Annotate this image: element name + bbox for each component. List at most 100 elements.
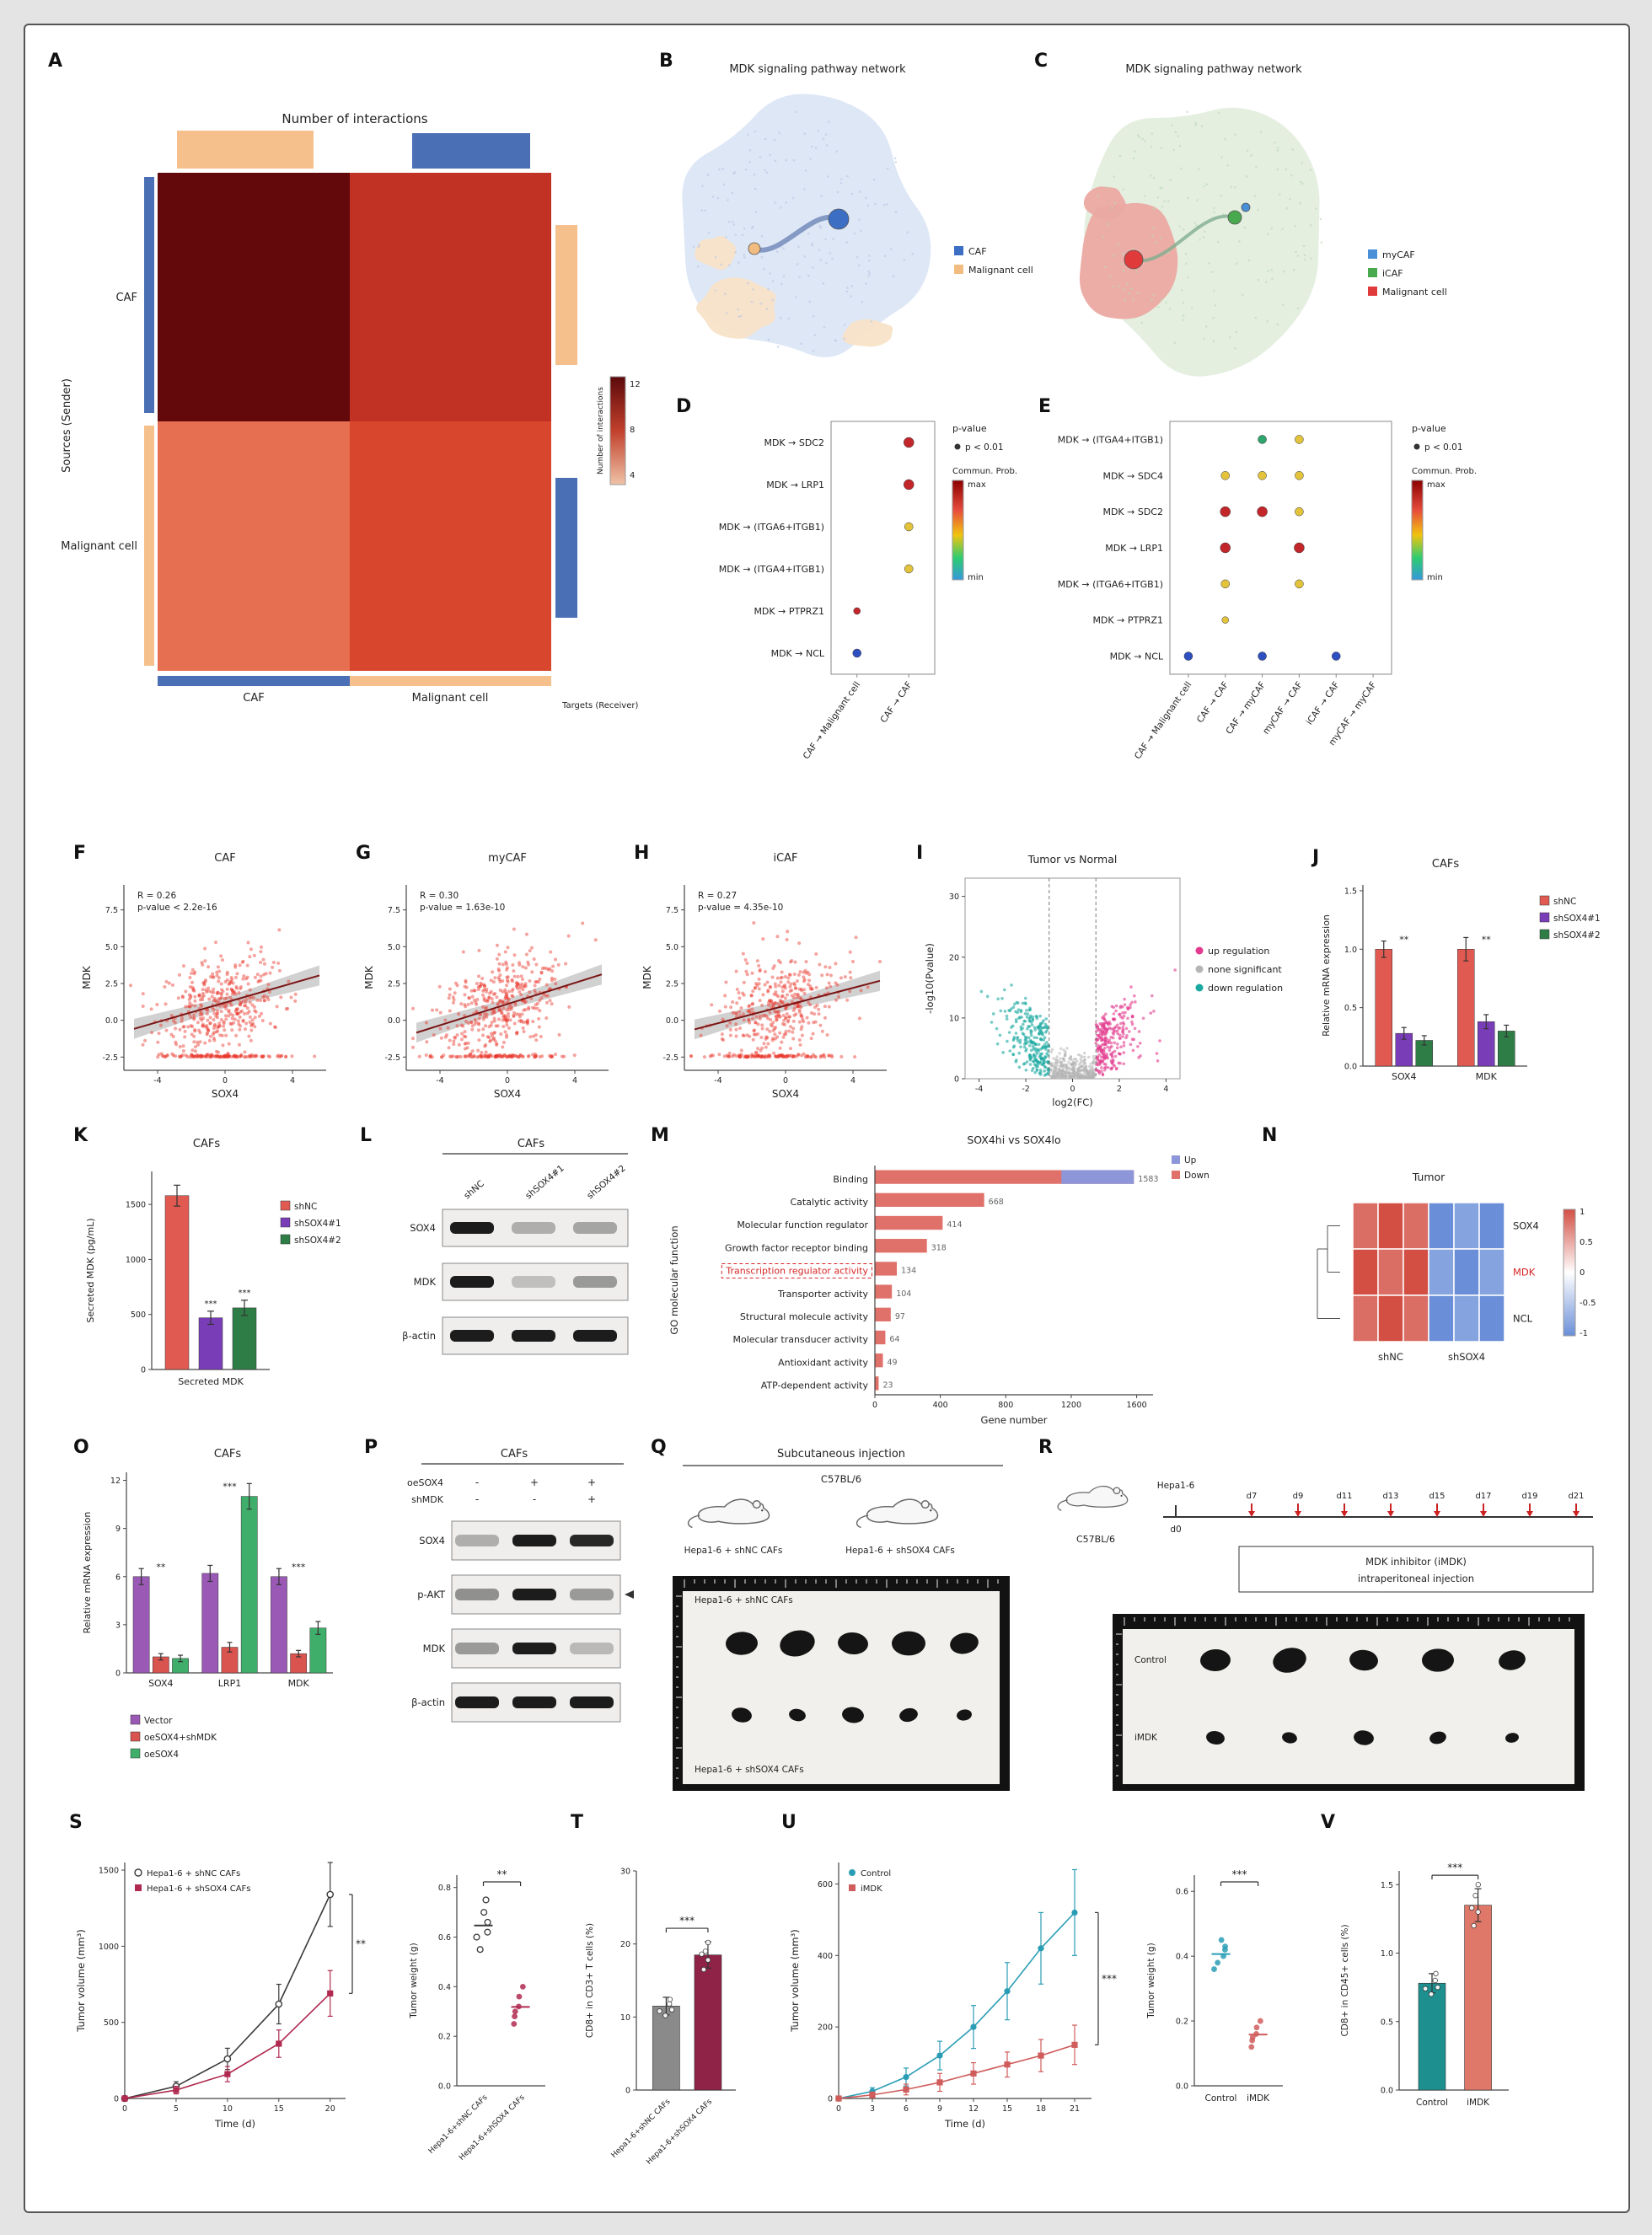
svg-text:-4: -4 [436,1076,443,1085]
svg-text:5.0: 5.0 [105,943,118,952]
svg-text:none significant: none significant [1208,964,1282,975]
svg-text:up regulation: up regulation [1208,946,1269,957]
panel-label-q: Q [651,1437,667,1458]
svg-text:Control: Control [861,1869,891,1879]
svg-text:β-actin: β-actin [411,1696,445,1708]
svg-text:0: 0 [223,1076,228,1085]
svg-text:+: + [530,1477,539,1488]
svg-text:SOX4: SOX4 [1513,1220,1539,1232]
svg-text:0.6: 0.6 [438,1933,451,1943]
svg-text:4: 4 [850,1076,856,1085]
panel-j: J CAFs 0.0 0.5 1.0 1.5 SOX4 ** MDK ** Relative mRN… [1311,847,1624,1123]
svg-text:NCL: NCL [1513,1313,1533,1325]
svg-text:Control: Control [1416,2098,1448,2108]
svg-text:0.4: 0.4 [438,1983,451,1992]
svg-text:20: 20 [949,953,959,962]
svg-text:4: 4 [630,471,635,480]
panel-b: B MDK signaling pathway network CAF Maligna… [657,51,1037,409]
svg-text:9: 9 [937,2104,942,2114]
panel-label-a: A [48,51,63,72]
svg-text:MDK: MDK [414,1276,437,1288]
svg-text:2: 2 [1117,1085,1122,1094]
panel-u-figure: 0 200 400 600 0 3 6 9 12 15 18 21 *** Control iMDK Time… [789,1862,1283,2130]
svg-text:max: max [968,480,986,490]
svg-text:MDK → (ITGA6+ITGB1): MDK → (ITGA6+ITGB1) [719,522,824,533]
svg-text:CAFs: CAFs [214,1448,241,1461]
svg-text:MDK: MDK [641,965,653,989]
svg-text:8: 8 [630,426,635,435]
svg-text:-4: -4 [714,1076,721,1085]
svg-text:Hepa1-6: Hepa1-6 [1157,1481,1195,1491]
svg-text:Secreted MDK (pg/mL): Secreted MDK (pg/mL) [85,1218,96,1322]
svg-text:p < 0.01: p < 0.01 [965,442,1004,453]
panel-r-figure: C57BL/6 Hepa1-6 d0 d7 d9 d11 d13 d15 d17 d19 d21 MD… [1057,1481,1594,1791]
svg-text:oeSOX4: oeSOX4 [144,1750,179,1760]
svg-text:CAF: CAF [968,246,987,257]
svg-text:MDK: MDK [1513,1267,1536,1278]
svg-text:Hepa1-6 + shNC CAFs: Hepa1-6 + shNC CAFs [147,1869,240,1879]
svg-text:iMDK: iMDK [1467,2098,1490,2108]
svg-text:200: 200 [818,2023,833,2033]
panel-n: N Tumor SOX4 MDK NCL shNC shSOX4 1 0.5 0 -0.5 -1 [1260,1125,1622,1435]
svg-text:shNC: shNC [294,1202,317,1212]
svg-text:5.0: 5.0 [666,943,678,952]
svg-text:MDK → SDC2: MDK → SDC2 [1102,506,1163,517]
svg-text:***: *** [292,1562,306,1573]
panel-i-figure: Tumor vs Normal -4 -2 0 2 4 0 10 20 30 log2(FC) -lo… [924,853,1283,1108]
svg-text:0.0: 0.0 [1344,1063,1357,1072]
svg-text:SOX4: SOX4 [494,1088,521,1100]
svg-text:Hepa1-6 + shSOX4 CAFs: Hepa1-6 + shSOX4 CAFs [845,1546,955,1556]
svg-text:0.0: 0.0 [666,1016,678,1026]
svg-text:500: 500 [131,1310,146,1320]
svg-text:0.8: 0.8 [438,1884,451,1893]
panel-label-d: D [676,396,692,417]
svg-text:***: *** [205,1300,217,1309]
svg-text:CAF → CAF: CAF → CAF [1195,680,1231,725]
panel-d-figure: MDK → SDC2 MDK → LRP1 MDK → (ITGA6+ITGB1) M… [719,421,1017,761]
svg-text:myCAF: myCAF [1382,249,1415,260]
svg-text:CAF → Malignant cell: CAF → Malignant cell [802,680,863,761]
svg-text:MDK: MDK [288,1678,310,1689]
svg-text:LRP1: LRP1 [218,1678,241,1689]
svg-text:49: 49 [888,1358,898,1367]
panel-u: U 0 200 400 600 0 3 6 9 12 15 18 21 *** Control iMDK Tim… [780,1812,1312,2201]
svg-text:***: *** [1447,1862,1462,1873]
svg-text:myCAF → CAF: myCAF → CAF [1261,680,1305,737]
svg-text:5.0: 5.0 [388,943,400,952]
svg-text:-2.5: -2.5 [102,1053,118,1063]
panel-s: S 0 500 1000 1500 0 5 10 15 20 ** Hepa1-6 + shNC CA… [67,1812,566,2201]
svg-text:0: 0 [828,2095,833,2104]
panel-s-figure: 0 500 1000 1500 0 5 10 15 20 ** Hepa1-6 + shNC CAF… [75,1862,545,2163]
panel-label-r: R [1038,1437,1053,1458]
svg-text:CAF → myCAF: CAF → myCAF [1224,680,1268,737]
svg-text:SOX4: SOX4 [410,1222,436,1234]
svg-text:**: ** [356,1938,366,1950]
svg-text:CD8+ in CD45+ cells (%): CD8+ in CD45+ cells (%) [1340,1924,1350,2036]
svg-text:p-value: p-value [952,423,987,434]
svg-text:800: 800 [998,1401,1013,1410]
svg-text:shSOX4#1: shSOX4#1 [523,1163,566,1201]
svg-text:0: 0 [114,2095,119,2104]
svg-text:400: 400 [933,1401,948,1410]
svg-text:max: max [1427,480,1446,490]
svg-text:6: 6 [115,1573,121,1582]
svg-text:shNC: shNC [1378,1351,1403,1363]
svg-text:64: 64 [889,1335,899,1344]
svg-text:0.0: 0.0 [1176,2082,1188,2092]
svg-text:0.0: 0.0 [1381,2087,1393,2096]
svg-text:MDK inhibitor (iMDK): MDK inhibitor (iMDK) [1365,1556,1467,1568]
svg-text:4: 4 [1163,1085,1168,1094]
svg-text:Tumor weight (g): Tumor weight (g) [1146,1943,1156,2018]
svg-text:oeSOX4: oeSOX4 [407,1477,443,1488]
svg-text:Subcutaneous injection: Subcutaneous injection [777,1448,905,1461]
svg-text:Malignant cell: Malignant cell [412,692,489,705]
svg-text:**: ** [497,1868,507,1880]
svg-text:Relative mRNA expression: Relative mRNA expression [1321,914,1332,1037]
svg-text:iMDK: iMDK [1247,2093,1270,2104]
svg-text:SOX4: SOX4 [419,1535,445,1546]
svg-text:Malignant cell: Malignant cell [61,540,137,553]
svg-text:Malignant cell: Malignant cell [1382,287,1447,297]
svg-text:97: 97 [895,1312,905,1321]
panel-label-g: G [356,843,372,864]
svg-text:MDK: MDK [423,1643,446,1654]
